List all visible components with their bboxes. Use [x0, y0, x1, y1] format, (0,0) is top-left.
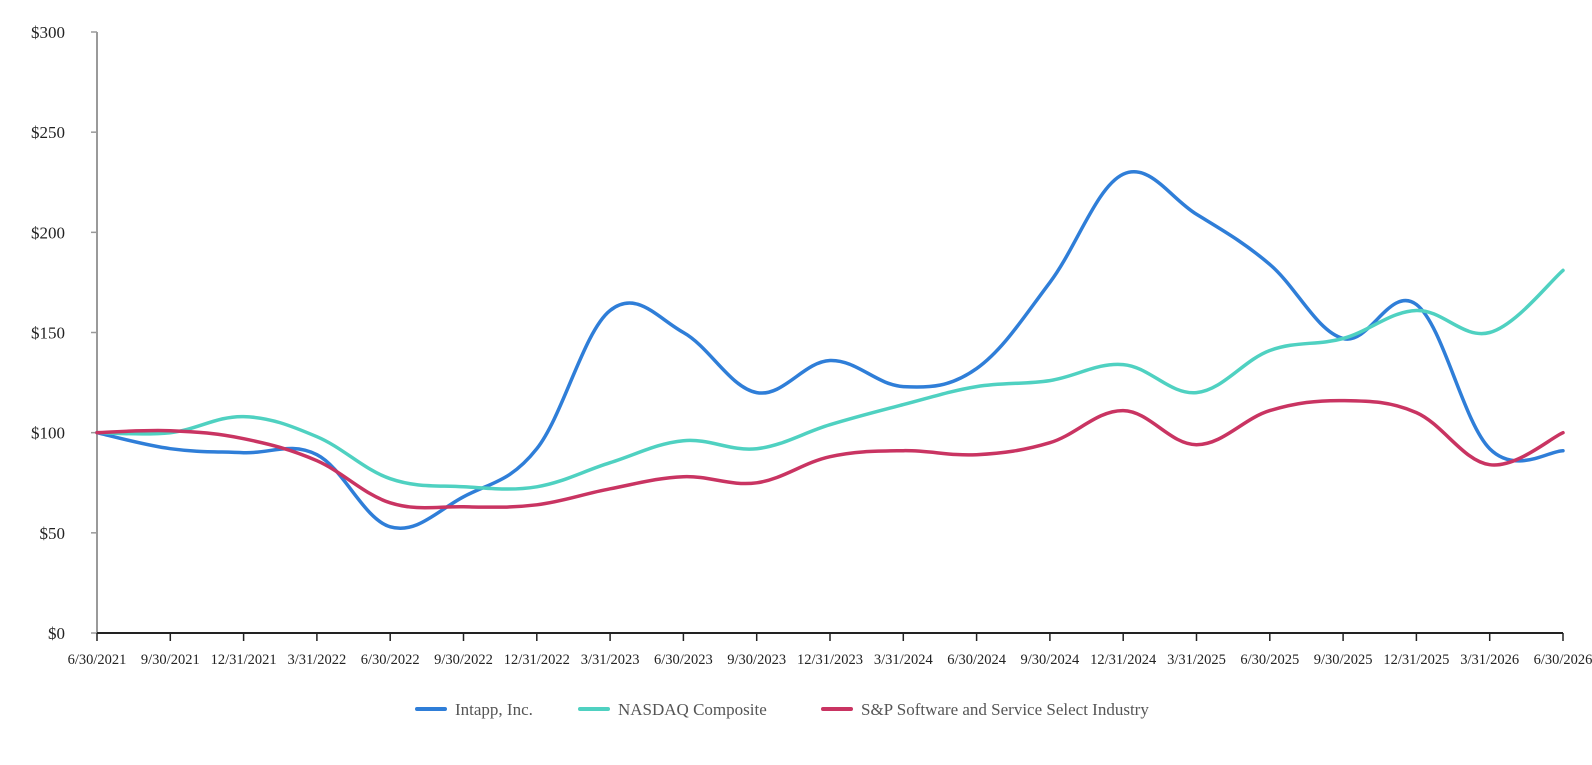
x-tick-label: 9/30/2025 — [1314, 652, 1373, 668]
x-tick-label: 12/31/2021 — [211, 652, 277, 668]
x-tick-label: 9/30/2024 — [1020, 652, 1080, 668]
series-line-3 — [95, 398, 1565, 510]
y-tick-label: $250 — [31, 123, 65, 142]
legend-label: S&P Software and Service Select Industry — [861, 700, 1149, 719]
x-tick-label: 6/30/2021 — [68, 652, 127, 668]
y-tick-label: $100 — [31, 424, 65, 443]
x-tick-label: 3/31/2022 — [287, 652, 346, 668]
x-tick-label: 3/31/2023 — [581, 652, 640, 668]
legend-label: Intapp, Inc. — [455, 700, 533, 719]
y-tick-label: $200 — [31, 223, 65, 242]
series-line-2 — [95, 268, 1565, 491]
series-lines — [95, 170, 1565, 530]
x-tick-label: 3/31/2025 — [1167, 652, 1226, 668]
series-line-1 — [95, 170, 1565, 530]
x-axis: 6/30/2021 9/30/2021 12/31/2021 3/31/2022 6/3… — [68, 632, 1592, 668]
x-tick-label: 9/30/2023 — [727, 652, 786, 668]
x-tick-label: 6/30/2026 — [1534, 652, 1592, 668]
y-tick-label: $50 — [40, 524, 66, 543]
y-tick-label: $150 — [31, 324, 65, 343]
y-tick-label: $300 — [31, 23, 65, 42]
x-tick-label: 12/31/2025 — [1383, 652, 1449, 668]
x-tick-label: 12/31/2023 — [797, 652, 863, 668]
x-tick-label: 6/30/2024 — [947, 652, 1007, 668]
y-axis: $0 $50 $100 $150 $200 $250 $300 — [31, 23, 98, 643]
x-tick-label: 6/30/2022 — [361, 652, 420, 668]
legend: Intapp, Inc. NASDAQ Composite S&P Software… — [415, 700, 1149, 719]
x-tick-label: 12/31/2024 — [1090, 652, 1157, 668]
x-tick-label: 6/30/2025 — [1240, 652, 1299, 668]
x-tick-label: 9/30/2021 — [141, 652, 200, 668]
x-tick-label: 3/31/2026 — [1460, 652, 1519, 668]
y-tick-label: $0 — [48, 624, 65, 643]
x-tick-label: 12/31/2022 — [504, 652, 570, 668]
x-tick-label: 6/30/2023 — [654, 652, 713, 668]
legend-label: NASDAQ Composite — [618, 700, 767, 719]
x-tick-label: 3/31/2024 — [874, 652, 934, 668]
x-tick-label: 9/30/2022 — [434, 652, 493, 668]
